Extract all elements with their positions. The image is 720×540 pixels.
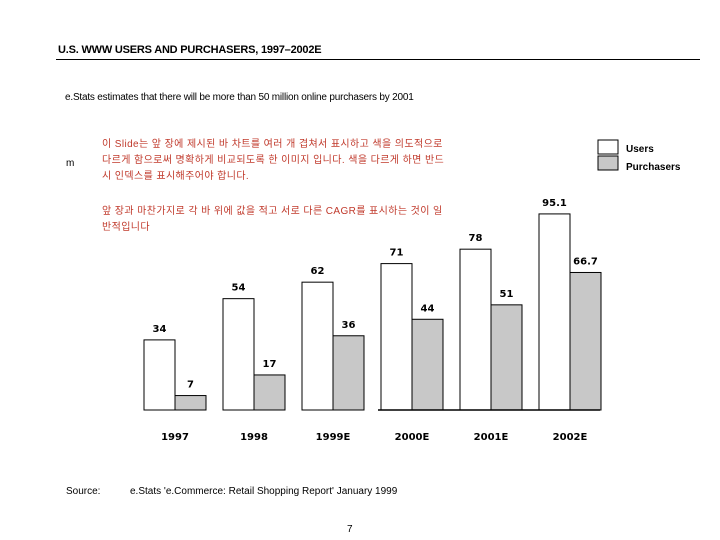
bar-users-2001E <box>459 248 492 411</box>
bar-users-1998 <box>222 298 255 411</box>
source-text: e.Stats 'e.Commerce: Retail Shopping Rep… <box>130 486 398 497</box>
annotation-note-2: 앞 장과 마찬가지로 각 바 위에 값을 적고 서로 다른 CAGR를 표시하는… <box>102 206 443 233</box>
value-label-users-1998: 54 <box>232 283 246 294</box>
value-label-users-2000E: 71 <box>390 248 404 259</box>
legend-label-users: Users <box>626 144 654 155</box>
bars-layer: 34 7 1997 54 17 1998 62 36 1999E 71 44 2000E 78 51 200… <box>143 198 602 443</box>
legend-swatch-users <box>597 139 619 155</box>
chart-subtitle: e.Stats estimates that there will be mor… <box>65 92 414 103</box>
category-label-1999E: 1999E <box>316 432 351 443</box>
value-label-users-1997: 34 <box>153 324 167 335</box>
value-label-purchasers-1998: 17 <box>263 359 277 370</box>
bar-users-1999E <box>301 281 334 411</box>
value-label-users-1999E: 62 <box>311 266 325 277</box>
bar-users-1997 <box>143 339 176 411</box>
legend-label-purchasers: Purchasers <box>626 162 681 173</box>
annotation-note-1: 이 Slide는 앞 장에 제시된 바 차트를 여러 개 겹쳐서 표시하고 색을… <box>102 139 445 182</box>
category-label-1997: 1997 <box>161 432 189 443</box>
value-label-purchasers-2002E: 66.7 <box>573 256 598 267</box>
bar-users-2000E <box>380 263 413 411</box>
bar-purchasers-1999E <box>332 335 365 411</box>
value-label-purchasers-1999E: 36 <box>342 320 356 331</box>
bar-users-2002E <box>538 213 571 411</box>
bar-purchasers-2001E <box>490 304 523 411</box>
category-label-1998: 1998 <box>240 432 268 443</box>
title-divider <box>56 59 700 60</box>
bar-purchasers-2000E <box>411 318 444 411</box>
bar-purchasers-2002E <box>569 271 602 411</box>
category-label-2001E: 2001E <box>474 432 509 443</box>
value-label-purchasers-2000E: 44 <box>421 303 435 314</box>
legend: Users Purchasers <box>597 139 681 173</box>
value-label-purchasers-2001E: 51 <box>500 289 514 300</box>
value-label-users-2002E: 95.1 <box>542 198 567 209</box>
category-label-2000E: 2000E <box>395 432 430 443</box>
value-label-purchasers-1997: 7 <box>187 380 194 391</box>
page-number: 7 <box>347 524 353 535</box>
legend-swatch-purchasers <box>597 155 619 171</box>
bar-purchasers-1997 <box>174 395 207 411</box>
source-label: Source: <box>66 486 101 497</box>
category-label-2002E: 2002E <box>553 432 588 443</box>
axis-unit-label: m <box>66 158 75 169</box>
bar-purchasers-1998 <box>253 374 286 411</box>
value-label-users-2001E: 78 <box>469 233 483 244</box>
chart-title: U.S. WWW USERS AND PURCHASERS, 1997–2002… <box>58 44 322 56</box>
